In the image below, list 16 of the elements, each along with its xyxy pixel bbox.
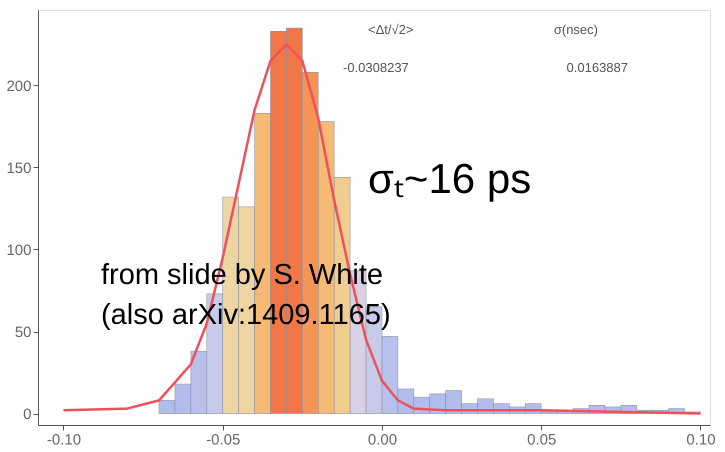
annotation: σₜ~16 ps	[368, 155, 532, 202]
x-tick-label: 0.10	[686, 432, 716, 448]
annotation: (also arXiv:1409.1165)	[101, 299, 391, 331]
annotation: 0.0163887	[566, 60, 628, 75]
x-tick-label: -0.10	[46, 432, 82, 448]
annotation: σ(nsec)	[554, 22, 598, 37]
y-tick-label: 150	[6, 160, 32, 177]
annotation: <Δt/√2>	[368, 22, 414, 37]
y-tick-label: 0	[23, 406, 32, 424]
x-tick-label: 0.00	[368, 432, 398, 448]
x-tick-label: -0.05	[206, 432, 240, 448]
y-tick-label: 50	[14, 324, 32, 341]
y-tick-label: 200	[6, 78, 32, 95]
y-tick-label: 100	[6, 242, 32, 259]
annotation: -0.0308237	[343, 60, 409, 75]
x-tick-label: 0.05	[527, 432, 556, 448]
